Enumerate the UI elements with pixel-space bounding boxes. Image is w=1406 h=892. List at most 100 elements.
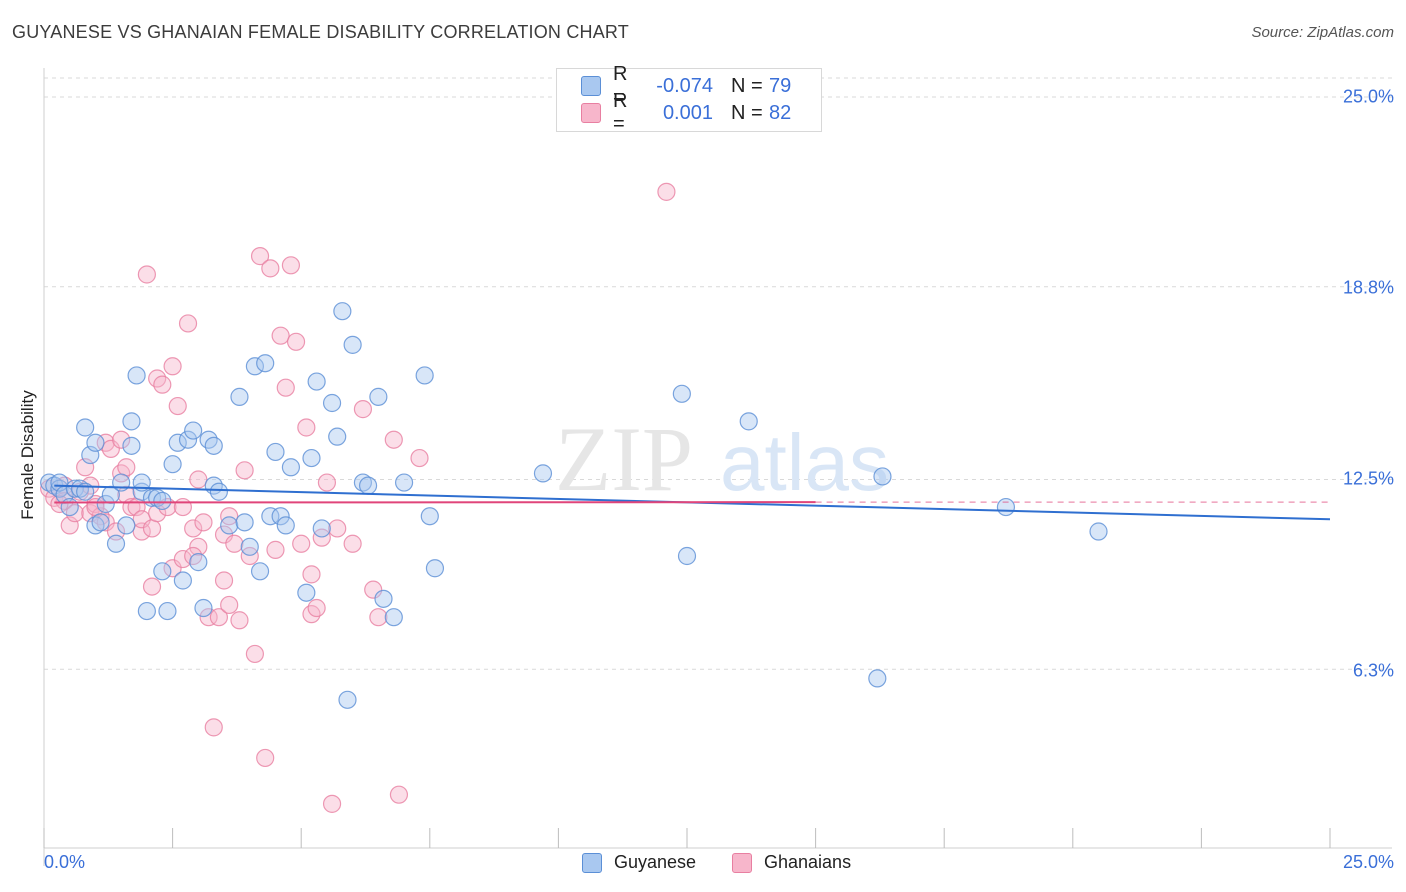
ghanaians-point-49: [230, 611, 249, 630]
guyanese-point-35: [189, 553, 208, 572]
ghanaians-point-58: [276, 378, 295, 397]
stats-legend: R = -0.074 N = 79 R = 0.001 N = 82: [556, 63, 822, 135]
bottom-legend-label-guyanese: Guyanese: [614, 852, 697, 872]
legend-n-value: 82: [769, 101, 792, 124]
guyanese-point-13: [91, 513, 110, 532]
ghanaians-point-26: [142, 577, 162, 596]
guyanese-point-53: [297, 583, 316, 602]
ghanaians-point-68: [322, 794, 342, 813]
legend-r-value: -0.074: [656, 74, 713, 97]
ghanaians-point-33: [163, 357, 182, 376]
guyanese-point-69: [425, 559, 445, 578]
legend-r-value: 0.001: [662, 101, 713, 124]
bottom-legend-guyanese: Guyanese: [582, 852, 696, 873]
ghanaians-point-37: [178, 314, 198, 333]
ghanaians-point-69: [328, 519, 347, 538]
ghanaians-point-0: [40, 479, 59, 498]
legend-n-label: N =: [731, 74, 763, 97]
legend-n-value: 79: [769, 74, 792, 97]
ghanaians-point-51: [240, 546, 259, 566]
guyanese-point-47: [256, 354, 275, 373]
ghanaians-point-74: [384, 430, 403, 449]
guyanese-point-45: [245, 357, 265, 376]
ghanaians-point-45: [214, 571, 234, 590]
ghanaians-point-48: [225, 534, 244, 553]
y-tick-label-25: 25.0%: [1342, 86, 1394, 107]
gridlines: [44, 77, 1392, 670]
ghanaians-point-18: [112, 430, 131, 449]
ghanaians-point-60: [286, 332, 306, 351]
watermark-zip: ZIP: [555, 408, 693, 510]
guyanese-point-27: [153, 491, 172, 511]
ghanaians-point-39: [189, 470, 208, 489]
legend-n-label: N =: [731, 101, 763, 124]
y-tick-label-12-5: 12.5%: [1342, 468, 1394, 489]
legend-swatch-pink: [581, 103, 601, 123]
guyanese-point-67: [415, 366, 434, 385]
ghanaians-point-38: [184, 519, 203, 538]
bottom-legend-swatch-blue: [582, 852, 602, 873]
watermark: ZIP atlas: [555, 408, 889, 510]
x-tick-label-max: 25.0%: [1342, 852, 1394, 872]
guyanese-point-42: [230, 387, 249, 406]
ghanaians-point-59: [281, 256, 301, 275]
ghanaians-point-32: [163, 559, 182, 578]
guyanese-point-78: [338, 690, 357, 709]
ghanaians-point-52: [245, 644, 265, 664]
guyanese-point-74: [868, 669, 887, 688]
ghanaians-point-35: [173, 497, 192, 517]
guyanese-point-52: [281, 458, 301, 477]
ghanaians-point-24: [132, 510, 151, 529]
guyanese-point-9: [76, 418, 95, 437]
guyanese-point-65: [384, 608, 403, 627]
guyanese-point-76: [996, 497, 1016, 517]
legend-r-label: R =: [613, 90, 628, 135]
guyanese-point-62: [358, 476, 378, 495]
ghanaians-point-46: [214, 525, 234, 544]
guyanese-point-23: [132, 473, 151, 492]
guyanese-point-57: [322, 393, 342, 413]
ghanaians-point-13: [96, 513, 115, 532]
guyanese-point-70: [533, 464, 553, 483]
guyanese-point-60: [343, 335, 362, 354]
guyanese-point-34: [184, 421, 203, 440]
guyanese-point-33: [178, 430, 198, 449]
guyanese-point-56: [312, 519, 331, 538]
guyanese-point-11: [86, 433, 105, 452]
ghanaians-point-57: [271, 326, 290, 345]
ghanaians-point-20: [117, 458, 136, 477]
guyanese-point-21: [127, 366, 146, 385]
guyanese-point-73: [739, 412, 758, 431]
ghanaians-points: [40, 182, 676, 813]
guyanese-point-16: [106, 534, 126, 553]
guyanese-point-40: [209, 482, 228, 501]
ghanaians-point-79: [50, 494, 69, 514]
ghanaians-point-75: [389, 785, 409, 804]
guyanese-point-44: [240, 537, 259, 556]
guyanese-point-58: [328, 427, 347, 446]
ghanaians-point-72: [364, 580, 383, 599]
chart-title: GUYANESE VS GHANAIAN FEMALE DISABILITY C…: [12, 22, 630, 42]
bottom-legend-ghanaians: Ghanaians: [732, 852, 851, 873]
chart-source: Source: ZipAtlas.com: [1251, 24, 1394, 41]
guyanese-point-49: [266, 442, 285, 462]
legend-r-label: R =: [613, 63, 628, 108]
guyanese-point-29: [158, 601, 177, 621]
guyanese-point-48: [261, 507, 280, 526]
guyanese-point-51: [276, 516, 295, 535]
guyanese-point-12: [86, 516, 105, 535]
trend-lines: [54, 484, 1331, 521]
ghanaians-point-71: [353, 400, 373, 419]
guyanese-point-77: [1089, 522, 1108, 541]
guyanese-point-7: [70, 479, 90, 498]
guyanese-point-0: [40, 473, 59, 492]
guyanese-point-72: [677, 546, 697, 566]
y-tick-label-18-8: 18.8%: [1342, 277, 1394, 298]
ghanaians-point-40: [189, 537, 208, 556]
guyanese-point-68: [420, 507, 439, 526]
legend-row-guyanese: R = -0.074 N = 79: [581, 63, 792, 108]
ghanaians-point-47: [220, 595, 239, 615]
y-tick-label-6-3: 6.3%: [1352, 660, 1394, 681]
guyanese-point-14: [96, 494, 115, 514]
guyanese-point-63: [369, 387, 388, 406]
